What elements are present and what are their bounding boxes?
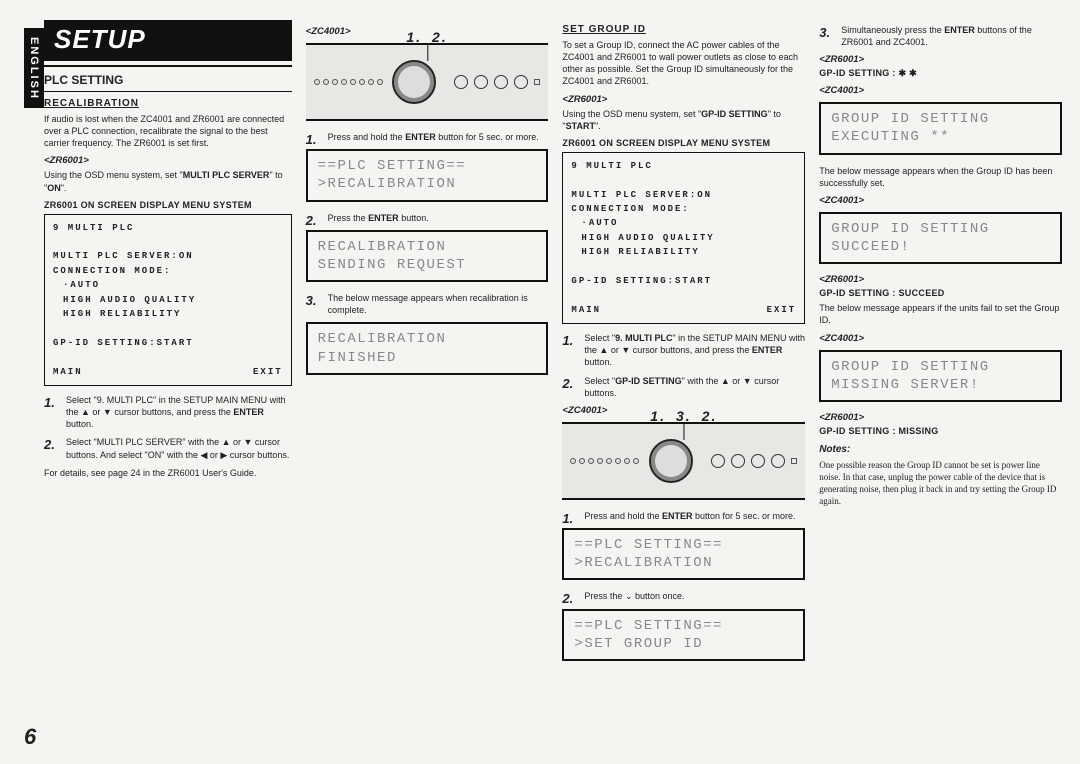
gpid-exec: GP-ID SETTING : ✱ ✱ <box>819 68 1062 79</box>
osd-line: HIGH AUDIO QUALITY <box>571 231 796 245</box>
osd-menu-2: 9 MULTI PLC MULTI PLC SERVER:ON CONNECTI… <box>562 152 805 324</box>
lcd-set-group: ==PLC SETTING== >SET GROUP ID <box>562 609 805 661</box>
osd-line: GP-ID SETTING:START <box>53 336 283 350</box>
osd-line: HIGH RELIABILITY <box>571 245 796 259</box>
intro-text: If audio is lost when the ZC4001 and ZR6… <box>44 113 292 149</box>
model-zr6001: <ZR6001> <box>44 155 292 166</box>
recalibration-head: RECALIBRATION <box>44 98 292 109</box>
osd-title: ZR6001 ON SCREEN DISPLAY MENU SYSTEM <box>44 200 292 210</box>
step-a2: Select "GP-ID SETTING" with the ▲ or ▼ c… <box>562 375 805 399</box>
osd-main: MAIN <box>53 365 83 379</box>
step-3: The below message appears when recalibra… <box>306 292 549 316</box>
model-zc4001-e: <ZC4001> <box>819 333 1062 344</box>
jog-knob <box>392 60 436 104</box>
fail-intro: The below message appears if the units f… <box>819 302 1062 326</box>
step-c3: Simultaneously press the ENTER buttons o… <box>819 24 1062 48</box>
step-2: Press the ENTER button. <box>306 212 549 224</box>
step-b1: Press and hold the ENTER button for 5 se… <box>562 510 805 522</box>
lcd-plc-recal: ==PLC SETTING== >RECALIBRATION <box>306 149 549 201</box>
set-group-id-head: SET GROUP ID <box>562 24 805 35</box>
notes-head: Notes: <box>819 444 1062 455</box>
column-1: SETUP PLC SETTING RECALIBRATION If audio… <box>18 20 292 752</box>
osd-line: HIGH AUDIO QUALITY <box>53 293 283 307</box>
manual-page: SETUP PLC SETTING RECALIBRATION If audio… <box>0 0 1080 764</box>
osd-line: CONNECTION MODE: <box>53 264 283 278</box>
osd-line: ·AUTO <box>571 216 796 230</box>
osd-line: 9 MULTI PLC <box>53 221 283 235</box>
gpid-succeed: GP-ID SETTING : SUCCEED <box>819 288 1062 298</box>
osd-line: HIGH RELIABILITY <box>53 307 283 321</box>
osd-menu-1: 9 MULTI PLC MULTI PLC SERVER:ON CONNECTI… <box>44 214 292 386</box>
osd-line: CONNECTION MODE: <box>571 202 796 216</box>
panel-callouts: 1.2. <box>406 29 447 45</box>
osd-line: 9 MULTI PLC <box>571 159 796 173</box>
model-zr6001: <ZR6001> <box>562 94 805 105</box>
plc-setting-head: PLC SETTING <box>44 73 292 87</box>
osd-line: ·AUTO <box>53 278 283 292</box>
succeed-intro: The below message appears when the Group… <box>819 165 1062 189</box>
osd-main: MAIN <box>571 303 601 317</box>
device-panel-2: 1.3.2. <box>562 422 805 500</box>
model-zc4001-c: <ZC4001> <box>819 85 1062 96</box>
panel-callouts-2: 1.3.2. <box>650 408 717 424</box>
model-zr6001-d: <ZR6001> <box>819 274 1062 285</box>
device-panel-1: 1.2. <box>306 43 549 121</box>
step-1: Press and hold the ENTER button for 5 se… <box>306 131 549 143</box>
lcd-executing: GROUP ID SETTING EXECUTING ** <box>819 102 1062 154</box>
column-3: SET GROUP ID To set a Group ID, connect … <box>562 20 805 752</box>
step-2: Select "MULTI PLC SERVER" with the ▲ or … <box>44 436 292 460</box>
page-number: 6 <box>24 724 36 750</box>
footer-note: For details, see page 24 in the ZR6001 U… <box>44 467 292 479</box>
lcd-plc-recal-2: ==PLC SETTING== >RECALIBRATION <box>562 528 805 580</box>
osd-exit: EXIT <box>767 303 797 317</box>
step-a1: Select "9. MULTI PLC" in the SETUP MAIN … <box>562 332 805 368</box>
lcd-missing: GROUP ID SETTING MISSING SERVER! <box>819 350 1062 402</box>
group-intro: To set a Group ID, connect the AC power … <box>562 39 805 88</box>
column-4: Simultaneously press the ENTER buttons o… <box>819 20 1062 752</box>
notes-body: One possible reason the Group ID cannot … <box>819 459 1062 508</box>
model-zr6001-e: <ZR6001> <box>819 412 1062 423</box>
jog-knob <box>649 439 693 483</box>
osd-exit: EXIT <box>253 365 283 379</box>
step-b2: Press the ⌄ button once. <box>562 590 805 602</box>
osd-line: GP-ID SETTING:START <box>571 274 796 288</box>
model-line: Using the OSD menu system, set "MULTI PL… <box>44 169 292 193</box>
model1-line: Using the OSD menu system, set "GP-ID SE… <box>562 108 805 132</box>
lcd-succeed: GROUP ID SETTING SUCCEED! <box>819 212 1062 264</box>
lcd-sending: RECALIBRATION SENDING REQUEST <box>306 230 549 282</box>
column-2: <ZC4001> 1.2. Press and hold the ENTER b… <box>306 20 549 752</box>
osd-line: MULTI PLC SERVER:ON <box>571 188 796 202</box>
gpid-missing: GP-ID SETTING : MISSING <box>819 426 1062 436</box>
lcd-finished: RECALIBRATION FINISHED <box>306 322 549 374</box>
osd-title-2: ZR6001 ON SCREEN DISPLAY MENU SYSTEM <box>562 138 805 148</box>
model-zr6001-c: <ZR6001> <box>819 54 1062 65</box>
step-1: Select "9. MULTI PLC" in the SETUP MAIN … <box>44 394 292 430</box>
osd-line: MULTI PLC SERVER:ON <box>53 249 283 263</box>
model-zc4001-d: <ZC4001> <box>819 195 1062 206</box>
setup-banner: SETUP <box>44 20 292 61</box>
language-tab: ENGLISH <box>24 28 44 108</box>
